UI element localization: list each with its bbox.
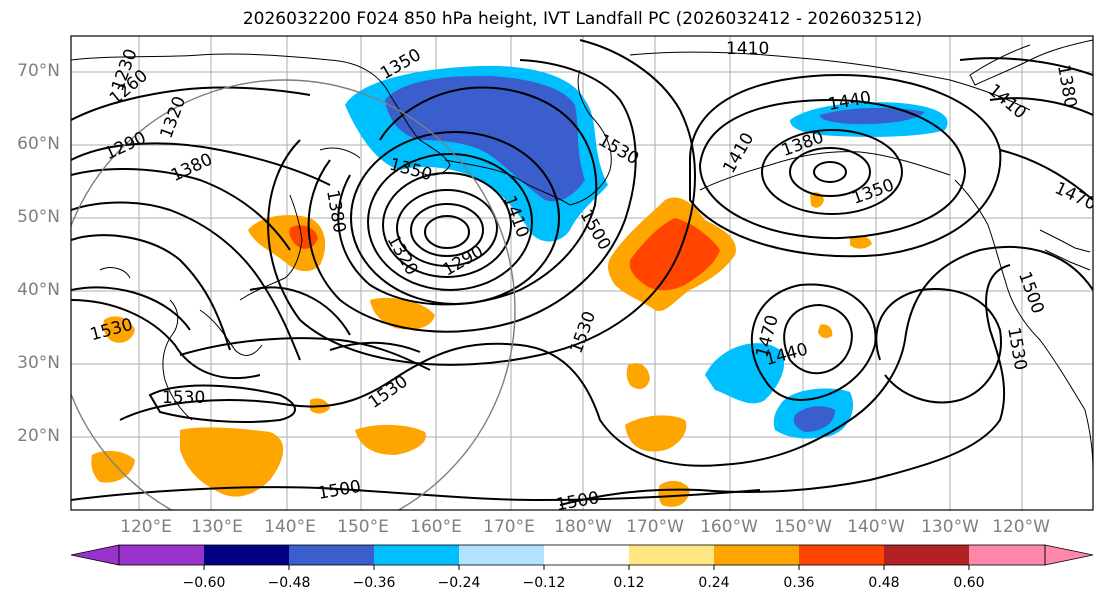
lon-label: 150°W [774,517,832,537]
colorbar-tick-label: −0.12 [522,575,566,591]
lon-label: 130°E [191,517,243,537]
colorbar-tick-label: −0.24 [437,575,481,591]
colorbar-tick-label: 0.12 [613,575,645,591]
colorbar-tick-label: −0.48 [267,575,311,591]
lon-label: 180°W [554,517,612,537]
contour-label: 1410 [726,39,769,59]
lon-label: 140°E [264,517,316,537]
figure-title: 2026032200 F024 850 hPa height, IVT Land… [242,9,923,29]
colorbar-tick-label: 0.48 [868,575,900,591]
height-contours [71,39,1093,506]
range-circle [71,79,516,510]
lon-label: 130°W [921,517,979,537]
lon-label: 160°E [410,517,462,537]
lat-label: 50°N [17,207,60,227]
colorbar-tick-label: −0.60 [182,575,226,591]
ivt-negative-shading [345,65,948,439]
colorbar-tick-label: 0.36 [783,575,815,591]
contour-label: 1500 [555,488,601,515]
colorbar-tick-label: −0.36 [352,575,396,591]
graticule [71,36,1093,510]
lon-label: 140°W [847,517,905,537]
lon-label: 120°E [120,517,172,537]
lon-label: 170°W [626,517,684,537]
lon-label: 170°E [483,517,535,537]
lat-label: 70°N [17,61,60,81]
lon-label: 160°W [700,517,758,537]
lat-label: 60°N [17,134,60,154]
map-frame [70,35,1094,511]
colorbar-tick-label: 0.60 [953,575,985,591]
lat-label: 20°N [17,426,60,446]
colorbar [70,544,1094,570]
lon-label: 120°W [992,517,1050,537]
contour-label: 1530 [162,388,205,408]
lat-label: 30°N [17,353,60,373]
lat-label: 40°N [17,280,60,300]
colorbar-tick-label: 0.24 [698,575,730,591]
lon-label: 150°E [337,517,389,537]
